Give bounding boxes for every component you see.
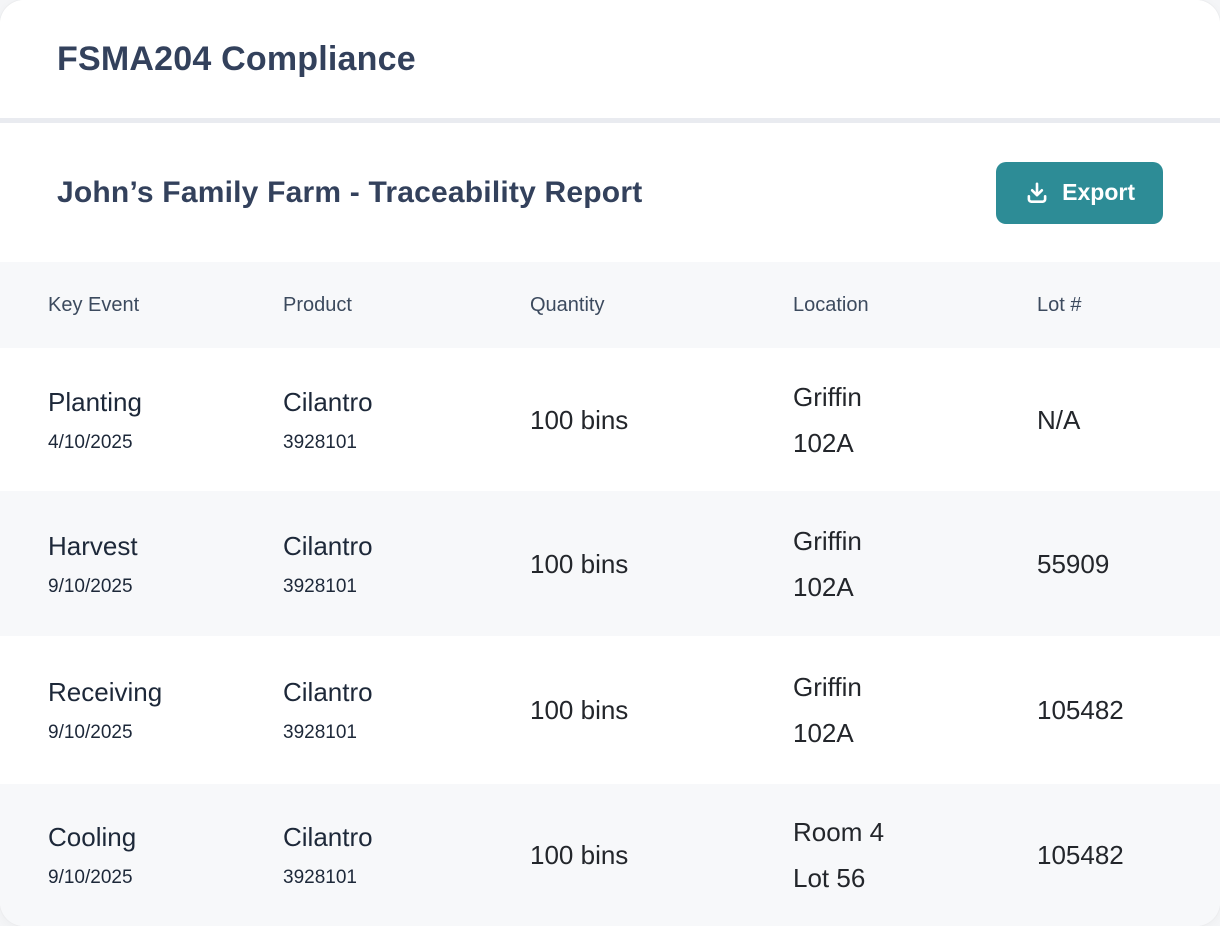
location-cell: Room 4 Lot 56 <box>793 815 1037 895</box>
location-line2: Lot 56 <box>793 863 866 893</box>
location-line1: Griffin <box>793 381 862 412</box>
product-name: Cilantro <box>283 530 373 561</box>
table-header-row: Key Event Product Quantity Location Lot … <box>0 262 1220 348</box>
lot-value: 105482 <box>1037 695 1124 725</box>
lot-cell: 105482 <box>1037 838 1220 872</box>
lot-value: N/A <box>1037 404 1081 435</box>
key-event-cell: Harvest 9/10/2025 <box>48 529 283 599</box>
event-name: Planting <box>48 386 142 417</box>
quantity-value: 100 bins <box>530 695 629 725</box>
column-header-location: Location <box>793 293 869 316</box>
column-header-quantity: Quantity <box>530 293 605 316</box>
location-line2: 102A <box>793 427 854 458</box>
event-name: Harvest <box>48 530 138 561</box>
location-line1: Room 4 <box>793 817 885 847</box>
section-divider <box>0 118 1220 123</box>
event-date: 9/10/2025 <box>48 575 133 597</box>
event-date: 9/10/2025 <box>48 722 133 743</box>
location-cell: Griffin 102A <box>793 670 1037 750</box>
product-name: Cilantro <box>283 386 373 417</box>
product-id: 3928101 <box>283 867 357 888</box>
event-date: 9/10/2025 <box>48 867 133 888</box>
event-name: Cooling <box>48 822 137 852</box>
location-cell: Griffin 102A <box>793 524 1037 604</box>
lot-cell: 55909 <box>1037 547 1220 581</box>
event-name: Receiving <box>48 677 163 707</box>
quantity-value: 100 bins <box>530 404 629 435</box>
event-date: 4/10/2025 <box>48 431 133 453</box>
page-header: FSMA204 Compliance <box>0 0 1220 118</box>
location-line2: 102A <box>793 571 854 602</box>
quantity-cell: 100 bins <box>530 403 793 437</box>
report-title-bar: John’s Family Farm - Traceability Report… <box>0 123 1220 262</box>
quantity-value: 100 bins <box>530 548 629 579</box>
column-header-lot: Lot # <box>1037 293 1082 316</box>
traceability-table: Key Event Product Quantity Location Lot … <box>0 262 1220 926</box>
location-line1: Griffin <box>793 672 862 702</box>
product-cell: Cilantro 3928101 <box>283 820 530 890</box>
lot-cell: 105482 <box>1037 693 1220 727</box>
column-header-key-event: Key Event <box>48 293 140 316</box>
product-id: 3928101 <box>283 431 357 453</box>
location-cell: Griffin 102A <box>793 380 1037 460</box>
lot-value: 105482 <box>1037 840 1124 870</box>
key-event-cell: Planting 4/10/2025 <box>48 385 283 455</box>
quantity-cell: 100 bins <box>530 838 793 872</box>
quantity-cell: 100 bins <box>530 547 793 581</box>
table-row: Harvest 9/10/2025 Cilantro 3928101 100 b… <box>0 491 1220 636</box>
download-icon <box>1024 180 1050 206</box>
page-title: FSMA204 Compliance <box>57 39 416 78</box>
table-row: Receiving 9/10/2025 Cilantro 3928101 100… <box>0 636 1220 784</box>
location-line1: Griffin <box>793 525 862 556</box>
key-event-cell: Cooling 9/10/2025 <box>48 820 283 890</box>
product-id: 3928101 <box>283 575 357 597</box>
lot-value: 55909 <box>1037 548 1110 579</box>
table-row: Cooling 9/10/2025 Cilantro 3928101 100 b… <box>0 784 1220 926</box>
product-cell: Cilantro 3928101 <box>283 529 530 599</box>
key-event-cell: Receiving 9/10/2025 <box>48 675 283 745</box>
quantity-cell: 100 bins <box>530 693 793 727</box>
location-line2: 102A <box>793 718 854 748</box>
product-cell: Cilantro 3928101 <box>283 675 530 745</box>
product-id: 3928101 <box>283 722 357 743</box>
export-button[interactable]: Export <box>996 161 1163 224</box>
product-name: Cilantro <box>283 822 373 852</box>
report-title: John’s Family Farm - Traceability Report <box>57 175 643 209</box>
quantity-value: 100 bins <box>530 840 629 870</box>
lot-cell: N/A <box>1037 403 1220 437</box>
table-row: Planting 4/10/2025 Cilantro 3928101 100 … <box>0 348 1220 491</box>
export-button-label: Export <box>1062 179 1135 205</box>
product-cell: Cilantro 3928101 <box>283 385 530 455</box>
column-header-product: Product <box>283 293 352 316</box>
product-name: Cilantro <box>283 677 373 707</box>
